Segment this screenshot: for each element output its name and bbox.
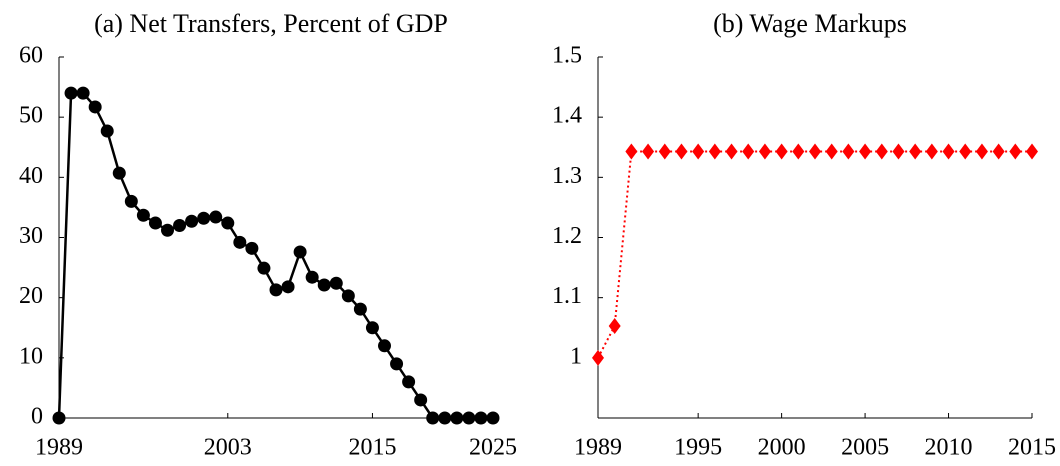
- data-point: [161, 223, 174, 237]
- x-tick-label: 2003: [204, 435, 252, 461]
- data-point: [293, 245, 307, 259]
- x-tick-label: 2025: [469, 435, 517, 461]
- data-point: [642, 143, 655, 160]
- data-point: [742, 143, 755, 160]
- y-tick-label: 20: [19, 283, 43, 309]
- data-point: [365, 321, 379, 335]
- data-point: [809, 143, 821, 160]
- x-tick-label: 1989: [35, 435, 83, 461]
- data-point: [658, 143, 671, 160]
- y-tick-label: 40: [19, 163, 43, 189]
- chart-title: (a) Net Transfers, Percent of GDP: [94, 9, 448, 38]
- data-point: [52, 411, 66, 425]
- y-tick-label: 1.2: [552, 223, 582, 249]
- y-tick-label: 50: [19, 103, 43, 129]
- data-point: [148, 216, 162, 230]
- data-point: [725, 143, 738, 160]
- y-tick-label: 10: [19, 343, 43, 369]
- data-point: [608, 317, 621, 334]
- data-point: [925, 143, 938, 160]
- x-tick-label: 1995: [674, 435, 722, 461]
- data-point: [317, 278, 331, 292]
- data-point: [450, 411, 464, 425]
- data-point: [959, 143, 972, 160]
- x-tick-label: 2010: [925, 435, 973, 461]
- data-point: [402, 375, 416, 389]
- y-tick-label: 30: [19, 223, 43, 249]
- data-point: [975, 143, 988, 160]
- y-tick-label: 1.1: [552, 283, 582, 309]
- data-point: [592, 349, 604, 366]
- data-point: [390, 357, 404, 371]
- x-tick-label: 1989: [574, 435, 622, 461]
- data-point: [64, 86, 78, 100]
- data-point: [1026, 143, 1038, 160]
- chart-title: (b) Wage Markups: [713, 9, 907, 38]
- data-point: [1009, 143, 1022, 160]
- data-point: [708, 143, 721, 160]
- data-point: [281, 280, 295, 294]
- data-point: [825, 143, 838, 160]
- data-point: [675, 143, 688, 160]
- data-point: [414, 393, 428, 407]
- data-point: [221, 216, 235, 230]
- data-point: [892, 143, 905, 160]
- data-point: [173, 218, 187, 232]
- data-point: [426, 411, 440, 425]
- data-point: [197, 211, 211, 225]
- x-tick-label: 2005: [841, 435, 889, 461]
- data-point: [378, 339, 391, 353]
- data-point: [88, 100, 102, 114]
- data-point: [462, 411, 476, 425]
- y-tick-label: 60: [19, 43, 43, 69]
- data-point: [185, 214, 199, 228]
- y-tick-label: 1.5: [552, 43, 582, 69]
- data-point: [76, 86, 90, 100]
- data-point: [438, 411, 452, 425]
- y-tick-label: 1.3: [552, 163, 582, 189]
- data-point: [692, 143, 705, 160]
- data-point: [758, 143, 771, 160]
- x-tick-label: 2000: [758, 435, 806, 461]
- y-tick-label: 1: [570, 343, 582, 369]
- data-point: [875, 143, 888, 160]
- y-tick-label: 0: [31, 404, 43, 430]
- data-point: [353, 302, 367, 316]
- data-point: [859, 143, 872, 160]
- data-point: [909, 143, 922, 160]
- data-point: [233, 235, 247, 249]
- data-point: [792, 143, 805, 160]
- data-point: [329, 276, 343, 290]
- data-line: [57, 91, 493, 420]
- data-line: [597, 150, 1032, 359]
- data-point: [474, 411, 488, 425]
- y-tick-label: 1.4: [552, 103, 582, 129]
- data-point: [842, 143, 855, 160]
- data-point: [625, 143, 638, 160]
- x-tick-label: 2015: [1008, 435, 1056, 461]
- data-point: [112, 166, 126, 180]
- x-tick-label: 2015: [348, 435, 396, 461]
- data-point: [269, 283, 283, 297]
- data-point: [257, 261, 271, 275]
- data-point: [775, 143, 788, 160]
- data-point: [100, 124, 114, 138]
- data-point: [305, 270, 319, 284]
- data-point: [136, 208, 150, 222]
- data-point: [486, 411, 500, 425]
- data-point: [124, 194, 138, 208]
- data-point: [209, 210, 223, 224]
- data-point: [992, 143, 1005, 160]
- data-point: [341, 289, 355, 303]
- data-point: [245, 241, 259, 255]
- data-point: [942, 143, 955, 160]
